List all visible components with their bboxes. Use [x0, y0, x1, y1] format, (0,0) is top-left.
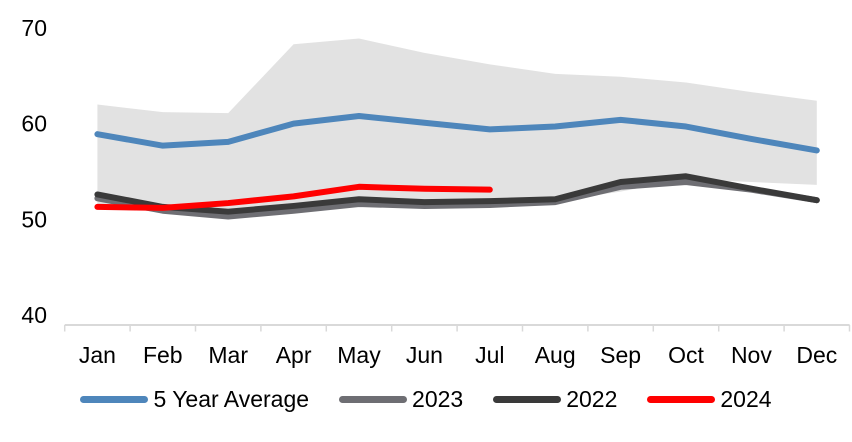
legend-label-2022: 2022 — [566, 386, 618, 412]
series-line-2022 — [94, 173, 820, 215]
legend-label-2024: 2024 — [720, 386, 772, 412]
legend-label-2023: 2023 — [412, 386, 464, 412]
y-axis-tick-label: 60 — [21, 111, 47, 137]
x-axis-label: Jul — [475, 342, 504, 368]
x-axis-label: Sep — [600, 342, 641, 368]
x-axis-label: Oct — [668, 342, 704, 368]
legend-item-2022: 2022 — [493, 388, 617, 411]
y-axis-tick-label: 70 — [21, 15, 47, 41]
x-axis-label: May — [337, 342, 381, 368]
legend-swatch-2022 — [493, 396, 562, 403]
x-axis-label: Apr — [276, 342, 312, 368]
legend-label-5-year-average: 5 Year Average — [153, 386, 310, 412]
legend-swatch-2023 — [339, 396, 408, 403]
legend-swatch-2024 — [647, 396, 716, 403]
y-axis-tick-label: 40 — [21, 302, 47, 328]
x-axis-label: Aug — [535, 342, 576, 368]
x-axis-label: Dec — [796, 342, 837, 368]
x-axis-label: Jun — [406, 342, 443, 368]
legend-item-2024: 2024 — [647, 386, 772, 412]
x-axis-label: Nov — [731, 342, 772, 368]
series-line-2023 — [94, 179, 820, 220]
legend-item-2023: 2023 — [339, 388, 463, 411]
legend-item-5-year-average: 5 Year Average — [80, 388, 309, 411]
series-line-5-year-average — [94, 113, 820, 154]
legend-swatch-5-year-average — [80, 396, 149, 403]
y-axis-tick-label: 50 — [21, 206, 47, 232]
legend: 5 Year Average 2023 2022 2024 — [0, 388, 852, 411]
x-axis-label: Feb — [143, 342, 183, 368]
x-axis-label: Mar — [208, 342, 248, 368]
series-line-2024 — [94, 183, 493, 211]
x-axis-label: Jan — [79, 342, 116, 368]
